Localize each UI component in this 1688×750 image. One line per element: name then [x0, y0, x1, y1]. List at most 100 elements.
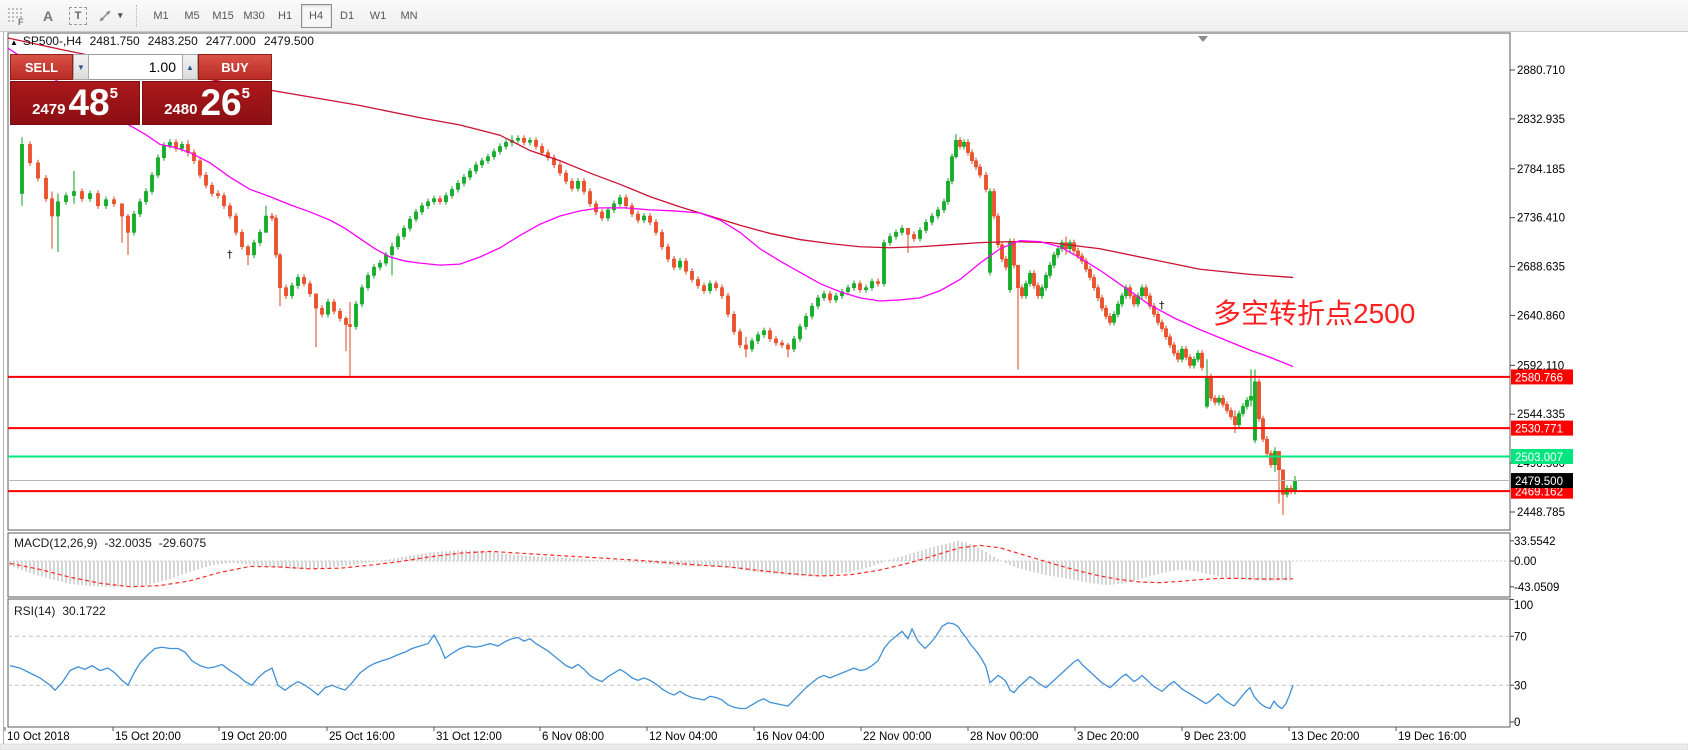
time-tick-label: 3 Dec 20:00 — [1077, 731, 1139, 743]
svg-text:2530.771: 2530.771 — [1515, 424, 1563, 436]
tf-button-MN[interactable]: MN — [394, 4, 425, 28]
time-tick-label: 9 Dec 23:00 — [1184, 731, 1246, 743]
rsi-label: RSI(14) 30.1722 — [14, 604, 113, 618]
dagger-marker: † — [1159, 299, 1165, 312]
bar-high: 2483.250 — [147, 34, 198, 48]
one-click-trading-panel: SELL ▼ ▲ BUY 2479 48 5 2480 26 5 — [10, 54, 272, 125]
tf-button-M30[interactable]: M30 — [239, 4, 270, 28]
dropdown-caret-icon[interactable]: ▾ — [118, 10, 123, 20]
svg-text:2469.162: 2469.162 — [1515, 487, 1563, 499]
bar-open: 2481.750 — [89, 34, 140, 48]
ask-sup: 5 — [241, 85, 250, 102]
macd-panel: 33.5542 0.00 -43.0509 — [8, 536, 1559, 594]
price-tick-label: 2784.185 — [1517, 164, 1565, 176]
chart-markers: †† — [227, 36, 1208, 312]
macd-axis-label: -43.0509 — [1514, 582, 1559, 594]
time-tick-label: 19 Dec 16:00 — [1398, 731, 1466, 743]
volume-increase-button[interactable]: ▲ — [182, 54, 198, 80]
time-tick-label: 10 Oct 2018 — [7, 731, 70, 743]
time-tick-label: 25 Oct 16:00 — [329, 731, 395, 743]
svg-text:2580.766: 2580.766 — [1515, 372, 1563, 384]
time-tick-label: 19 Oct 20:00 — [221, 731, 287, 743]
macd-label: MACD(12,26,9) -32.0035 -29.6075 — [14, 536, 213, 550]
panel-frames — [0, 32, 1688, 750]
rsi-name: RSI(14) — [14, 604, 56, 618]
tf-button-W1[interactable]: W1 — [363, 4, 394, 28]
tf-button-M15[interactable]: M15 — [208, 4, 239, 28]
price-tick-label: 2448.785 — [1517, 507, 1565, 519]
bid-sup: 5 — [109, 85, 118, 102]
macd-axis-label: 33.5542 — [1514, 536, 1556, 548]
time-tick-label: 28 Nov 00:00 — [970, 731, 1038, 743]
ask-small: 2480 — [164, 100, 198, 118]
insert-text-icon[interactable]: A — [42, 7, 54, 24]
bid-small: 2479 — [32, 100, 66, 118]
symbol-timeframe: SP500-,H4 — [22, 34, 82, 48]
price-tick-label: 2592.110 — [1517, 360, 1564, 372]
current-price-label — [1511, 473, 1573, 489]
chart-title: ▲ SP500-,H4 2481.750 2483.250 2477.000 2479.5… — [10, 34, 314, 48]
macd-signal-line — [9, 544, 1294, 588]
rsi-axis-label: 0 — [1514, 717, 1520, 729]
macd-signal-value: -29.6075 — [158, 536, 207, 550]
level-price-label — [1511, 449, 1573, 465]
price-tick-label: 2880.710 — [1517, 65, 1565, 77]
insert-label-icon[interactable]: T — [66, 4, 90, 28]
horizontal-level-lines — [8, 375, 1510, 493]
tf-button-H4[interactable]: H4 — [300, 3, 332, 28]
rsi-line — [9, 622, 1294, 710]
macd-axis-label: 0.00 — [1514, 556, 1536, 568]
chart-annotation-text: 多空转折点2500 — [1213, 298, 1416, 329]
macd-name: MACD(12,26,9) — [14, 536, 98, 550]
price-tick-label: 2640.860 — [1517, 310, 1565, 322]
price-tick-label: 2736.410 — [1517, 213, 1565, 225]
rsi-panel: 100 70 30 0 — [8, 599, 1533, 729]
time-axis: 10 Oct 2018 15 Oct 20:00 19 Oct 20:00 25 Oc… — [4, 727, 1466, 743]
svg-text:F: F — [18, 17, 24, 26]
window-left-border — [3, 32, 4, 744]
time-tick-label: 15 Oct 20:00 — [115, 731, 181, 743]
tf-button-M5[interactable]: M5 — [177, 4, 208, 28]
dagger-marker: † — [227, 248, 233, 261]
time-tick-label: 6 Nov 08:00 — [542, 731, 604, 743]
bid-price-tile[interactable]: 2479 48 5 — [10, 81, 140, 125]
moving-averages — [7, 37, 1294, 368]
svg-text:2479.500: 2479.500 — [1515, 476, 1563, 488]
buy-button[interactable]: BUY — [198, 54, 272, 80]
price-tick-label: 2688.635 — [1517, 262, 1565, 274]
bid-big: 48 — [68, 82, 110, 123]
level-price-label — [1511, 420, 1573, 436]
chart-grid-f-icon[interactable]: F — [6, 4, 30, 28]
rsi-value: 30.1722 — [62, 604, 106, 618]
sell-button[interactable]: SELL — [10, 54, 73, 80]
level-price-label — [1511, 369, 1573, 385]
ask-price-tile[interactable]: 2480 26 5 — [142, 81, 272, 125]
chart-canvas[interactable]: 2880.710 2832.935 2784.185 2736.410 2688.635… — [0, 32, 1688, 750]
tf-button-D1[interactable]: D1 — [332, 4, 363, 28]
tf-button-H1[interactable]: H1 — [270, 4, 301, 28]
ma-fast-line — [7, 47, 1294, 368]
rsi-axis-label: 100 — [1514, 600, 1533, 612]
price-tick-label: 2832.935 — [1517, 114, 1565, 126]
time-tick-label: 12 Nov 04:00 — [649, 731, 717, 743]
ask-big: 26 — [200, 82, 242, 123]
price-tick-label: 2544.335 — [1517, 409, 1565, 421]
volume-input[interactable] — [89, 54, 182, 80]
price-axis: 2880.710 2832.935 2784.185 2736.410 2688.635… — [1510, 65, 1573, 519]
rsi-axis-label: 30 — [1514, 680, 1527, 692]
toolbar-separator — [135, 4, 138, 27]
chart-window: 2880.710 2832.935 2784.185 2736.410 2688.635… — [0, 32, 1688, 750]
line-tools-icon[interactable]: ▾ — [96, 4, 123, 28]
time-tick-label: 13 Dec 20:00 — [1291, 731, 1359, 743]
volume-decrease-button[interactable]: ▼ — [73, 54, 89, 80]
chart-shift-marker[interactable] — [1198, 36, 1208, 42]
candlestick-series — [20, 134, 1297, 515]
bar-close: 2479.500 — [263, 34, 314, 48]
tf-button-M1[interactable]: M1 — [146, 4, 177, 28]
time-tick-label: 22 Nov 00:00 — [863, 731, 931, 743]
time-tick-label: 16 Nov 04:00 — [756, 731, 824, 743]
time-tick-label: 31 Oct 12:00 — [436, 731, 502, 743]
bar-low: 2477.000 — [205, 34, 256, 48]
quote-panel-toggle[interactable]: ▲ — [10, 38, 18, 47]
macd-main-value: -32.0035 — [104, 536, 152, 550]
